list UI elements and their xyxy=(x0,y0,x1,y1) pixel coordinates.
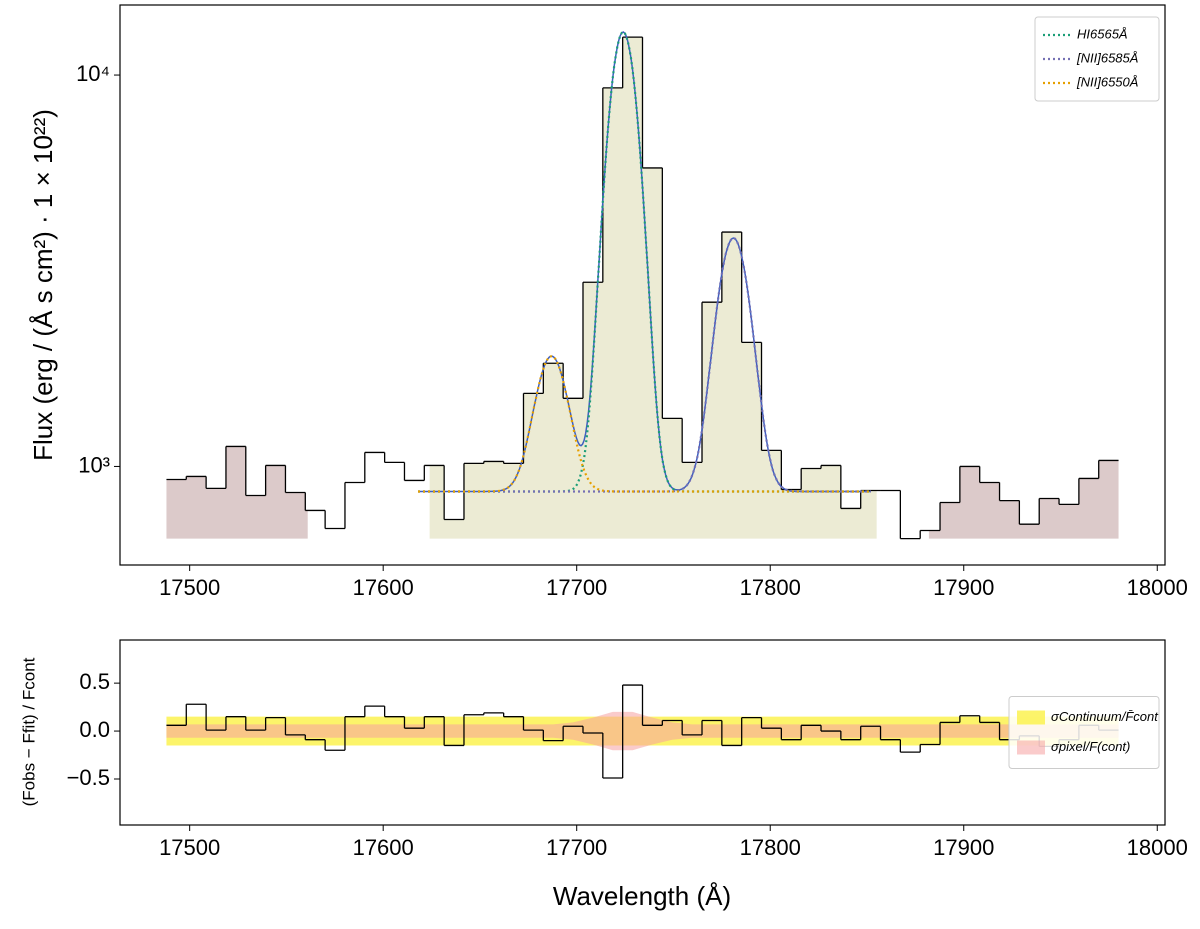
x-tick-label: 17700 xyxy=(546,575,607,600)
legend-label: σpixel/F(cont) xyxy=(1051,739,1130,754)
x-tick-label: 17900 xyxy=(933,575,994,600)
x-tick-label: 17500 xyxy=(159,575,220,600)
y-tick-label: 10⁴ xyxy=(76,61,110,86)
x-tick-label: 17500 xyxy=(159,835,220,860)
error-band xyxy=(166,711,1119,751)
plot-area xyxy=(166,684,1119,779)
legend-label: σContinuum/F̄cont xyxy=(1051,709,1159,724)
x-tick-label: 17900 xyxy=(933,835,994,860)
x-tick-label: 18000 xyxy=(1127,575,1188,600)
x-tick-label: 17700 xyxy=(546,835,607,860)
axes-frame xyxy=(119,639,1166,826)
shaded-region xyxy=(429,37,877,539)
legend-label: [NII]6585Å xyxy=(1076,50,1138,65)
legend-swatch xyxy=(1017,710,1045,725)
x-tick-label: 17600 xyxy=(353,575,414,600)
x-axis-label: Wavelength (Å) xyxy=(553,881,731,911)
axes-frame xyxy=(119,4,1166,566)
legend-label: [NII]6550Å xyxy=(1076,74,1138,89)
x-tick-label: 17800 xyxy=(740,575,801,600)
legend-box xyxy=(1034,16,1160,102)
y-tick-label: 0.0 xyxy=(79,717,110,742)
shaded-region xyxy=(928,460,1119,539)
y-tick-label: 0.5 xyxy=(79,669,110,694)
y-axis-label: (Fobs − Ffit) / Fcont xyxy=(19,657,38,806)
legend-swatch xyxy=(1017,740,1045,755)
shaded-region xyxy=(166,446,308,539)
legend-box xyxy=(1008,696,1160,769)
legend-label: HI6565Å xyxy=(1077,26,1128,41)
x-tick-label: 17800 xyxy=(740,835,801,860)
y-tick-label: −0.5 xyxy=(67,765,110,790)
y-axis-label: Flux (erg / (Å s cm²) · 1 × 10²²) xyxy=(28,109,58,461)
y-tick-label: 10³ xyxy=(78,452,110,477)
fit-component xyxy=(418,355,871,493)
plot-area xyxy=(166,30,1119,540)
x-tick-label: 17600 xyxy=(353,835,414,860)
x-tick-label: 18000 xyxy=(1127,835,1188,860)
